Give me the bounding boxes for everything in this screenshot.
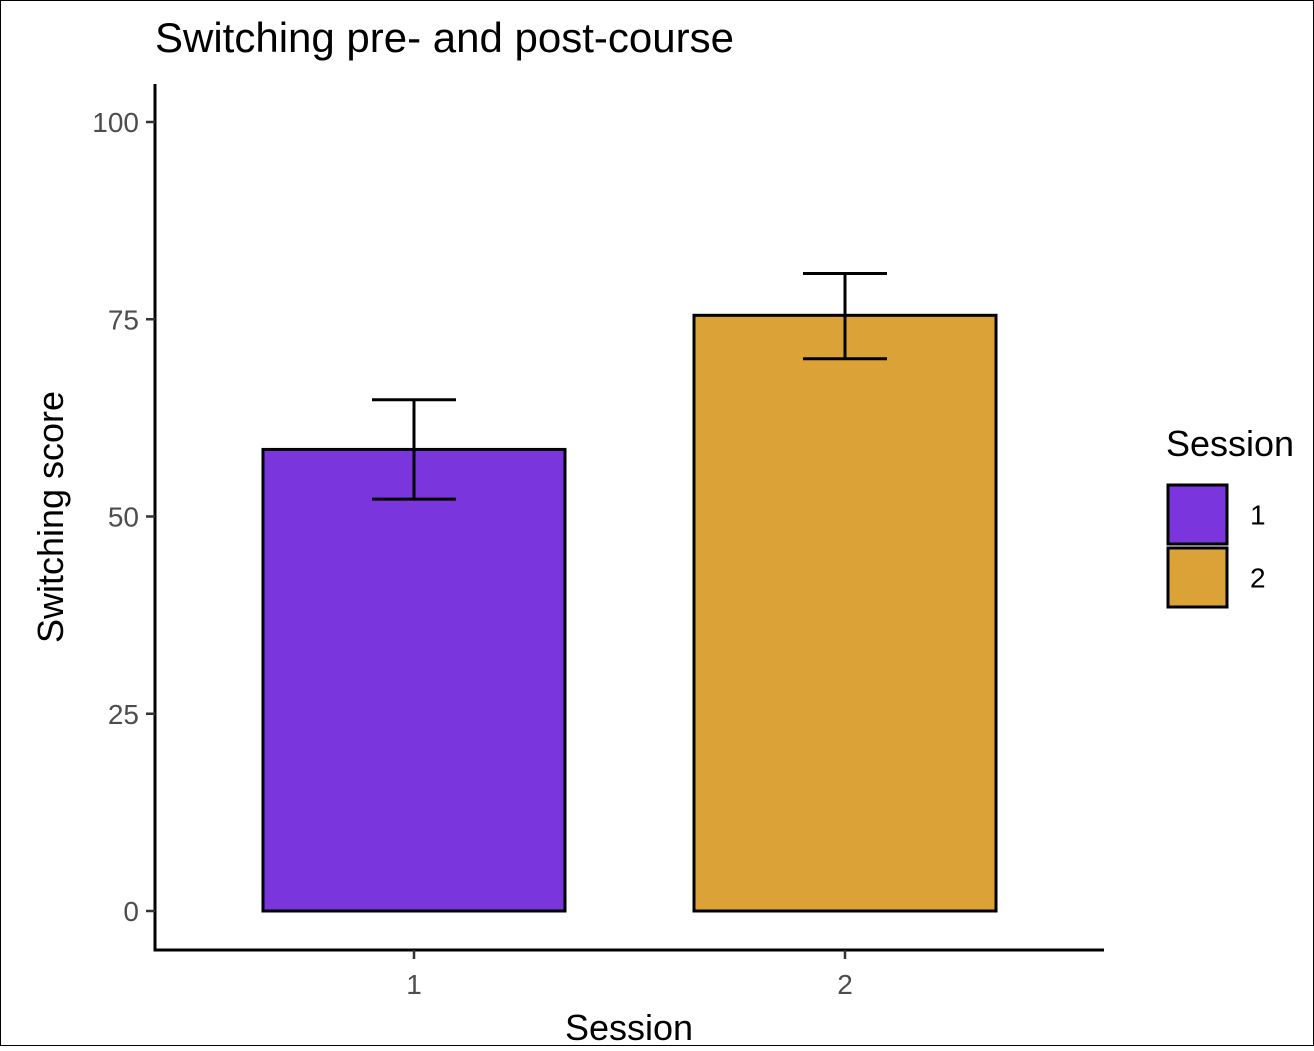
plot-area: 0 25 50 75 100 1 2 xyxy=(92,84,1104,1000)
bar-session-1 xyxy=(261,447,567,913)
legend-title: Session xyxy=(1166,423,1294,464)
chart-title: Switching pre- and post-course xyxy=(155,14,734,61)
y-tick-label: 0 xyxy=(123,896,139,927)
legend-key-1 xyxy=(1166,483,1229,546)
legend-key-2 xyxy=(1166,546,1229,609)
y-tick-label: 100 xyxy=(92,107,139,138)
y-tick-label: 50 xyxy=(108,502,139,533)
legend-label-2: 2 xyxy=(1250,563,1266,594)
y-tick-label: 75 xyxy=(108,304,139,335)
bar-session-2 xyxy=(692,313,998,913)
legend-label-1: 1 xyxy=(1250,500,1266,531)
x-axis-title: Session xyxy=(565,1007,693,1046)
y-axis-title: Switching score xyxy=(30,391,71,643)
error-bar-session-1 xyxy=(372,398,456,501)
error-bar-session-2 xyxy=(803,271,887,361)
legend: Session 1 2 xyxy=(1166,423,1294,609)
x-tick-label: 1 xyxy=(406,969,422,1000)
x-tick-label: 2 xyxy=(837,969,853,1000)
y-tick-label: 25 xyxy=(108,699,139,730)
